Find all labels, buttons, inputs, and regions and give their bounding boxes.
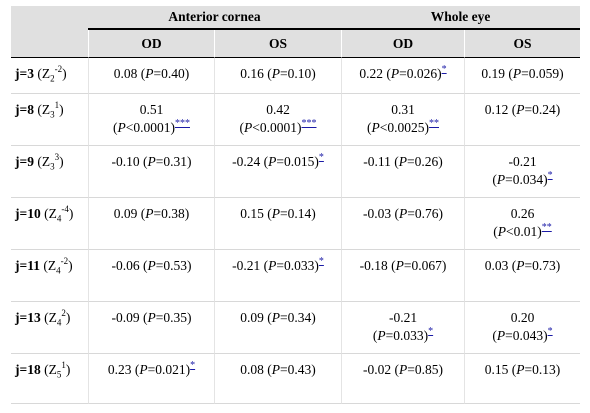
table-cell: 0.09 (P=0.38)	[88, 198, 214, 250]
significance-link[interactable]: *	[190, 360, 196, 371]
table-cell: -0.06 (P=0.53)	[88, 250, 214, 302]
table-row: j=10 (Z4-4) 0.09 (P=0.38) 0.15 (P=0.14) -0.…	[11, 198, 581, 250]
column-header-row: OD OS OD OS	[11, 30, 581, 57]
table-cell: 0.19 (P=0.059)	[464, 57, 581, 94]
row-label: j=10 (Z4-4)	[11, 198, 88, 250]
table-cell: 0.51 (P<0.0001)***	[88, 94, 214, 146]
table-cell: 0.16 (P=0.10)	[214, 57, 342, 94]
table-cell: 0.08 (P=0.43)	[214, 354, 342, 404]
table-cell: 0.22 (P=0.026)*	[341, 57, 465, 94]
table-cell: -0.21 (P=0.034)*	[464, 146, 581, 198]
table-cell: -0.24 (P=0.015)*	[214, 146, 342, 198]
group-header-row: Anterior cornea Whole eye	[11, 6, 581, 30]
column-header-whole-od: OD	[341, 30, 465, 57]
row-label: j=3 (Z2-2)	[11, 57, 88, 94]
table-cell: 0.12 (P=0.24)	[464, 94, 581, 146]
table-cell: 0.20 (P=0.043)*	[464, 302, 581, 354]
row-label: j=9 (Z33)	[11, 146, 88, 198]
table-cell: 0.26 (P<0.01)**	[464, 198, 581, 250]
corner-cell	[11, 30, 88, 57]
table-cell: 0.03 (P=0.73)	[464, 250, 581, 302]
significance-link[interactable]: *	[428, 326, 434, 337]
group-header-anterior-cornea: Anterior cornea	[88, 6, 342, 30]
table-cell: 0.08 (P=0.40)	[88, 57, 214, 94]
column-header-cornea-os: OS	[214, 30, 342, 57]
table-cell: -0.21 (P=0.033)*	[341, 302, 465, 354]
table-cell: -0.21 (P=0.033)*	[214, 250, 342, 302]
table-cell: -0.09 (P=0.35)	[88, 302, 214, 354]
table-cell: -0.02 (P=0.85)	[341, 354, 465, 404]
table-row: j=13 (Z42) -0.09 (P=0.35) 0.09 (P=0.34) -0.…	[11, 302, 581, 354]
correlation-table-container: Anterior cornea Whole eye OD OS OD OS j=…	[11, 6, 581, 404]
table-cell: -0.11 (P=0.26)	[341, 146, 465, 198]
row-label: j=13 (Z42)	[11, 302, 88, 354]
significance-link[interactable]: ***	[301, 118, 317, 129]
table-body: j=3 (Z2-2) 0.08 (P=0.40) 0.16 (P=0.10) 0.22…	[11, 57, 581, 404]
row-label: j=11 (Z4-2)	[11, 250, 88, 302]
row-label: j=8 (Z31)	[11, 94, 88, 146]
significance-link[interactable]: *	[318, 256, 324, 267]
significance-link[interactable]: **	[541, 222, 552, 233]
table-cell: 0.15 (P=0.13)	[464, 354, 581, 404]
column-header-cornea-od: OD	[88, 30, 214, 57]
significance-link[interactable]: *	[547, 170, 553, 181]
table-cell: 0.42 (P<0.0001)***	[214, 94, 342, 146]
table-cell: -0.18 (P=0.067)	[341, 250, 465, 302]
significance-link[interactable]: *	[547, 326, 553, 337]
table-cell: -0.10 (P=0.31)	[88, 146, 214, 198]
table-row: j=8 (Z31) 0.51 (P<0.0001)*** 0.42 (P<0.0001)…	[11, 94, 581, 146]
corner-cell	[11, 6, 88, 30]
table-row: j=18 (Z51) 0.23 (P=0.021)* 0.08 (P=0.43) -0…	[11, 354, 581, 404]
table-cell: 0.23 (P=0.021)*	[88, 354, 214, 404]
significance-link[interactable]: ***	[174, 118, 190, 129]
table-row: j=3 (Z2-2) 0.08 (P=0.40) 0.16 (P=0.10) 0.22…	[11, 57, 581, 94]
significance-link[interactable]: *	[441, 64, 447, 75]
row-label: j=18 (Z51)	[11, 354, 88, 404]
table-cell: 0.31 (P<0.0025)**	[341, 94, 465, 146]
table-row: j=11 (Z4-2) -0.06 (P=0.53) -0.21 (P=0.033)…	[11, 250, 581, 302]
table-cell: 0.09 (P=0.34)	[214, 302, 342, 354]
correlation-table: Anterior cornea Whole eye OD OS OD OS j=…	[11, 6, 581, 404]
table-row: j=9 (Z33) -0.10 (P=0.31) -0.24 (P=0.015)* -…	[11, 146, 581, 198]
table-cell: 0.15 (P=0.14)	[214, 198, 342, 250]
column-header-whole-os: OS	[464, 30, 581, 57]
significance-link[interactable]: **	[429, 118, 439, 129]
group-header-whole-eye: Whole eye	[341, 6, 581, 30]
table-cell: -0.03 (P=0.76)	[341, 198, 465, 250]
significance-link[interactable]: *	[318, 152, 324, 163]
